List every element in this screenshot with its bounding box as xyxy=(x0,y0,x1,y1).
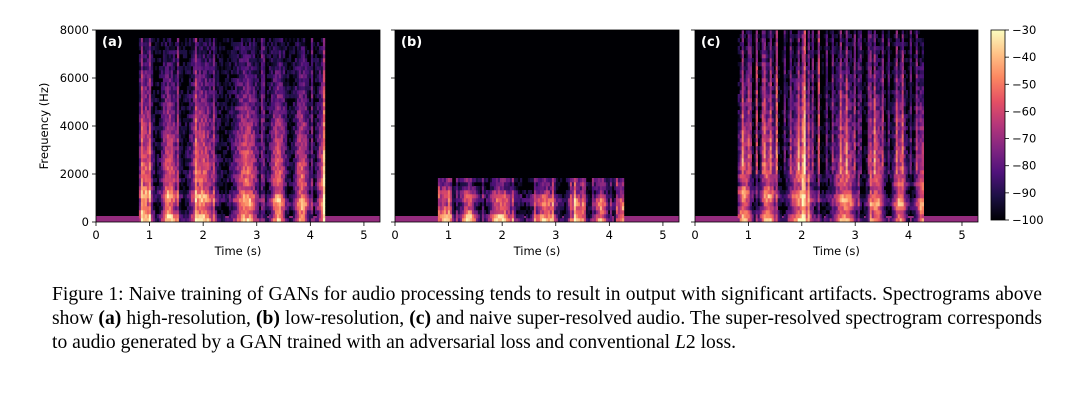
panel-label: (a) xyxy=(102,35,123,50)
x-tick-label: 3 xyxy=(552,228,559,242)
x-axis-label: Time (s) xyxy=(513,244,561,258)
panel-label: (b) xyxy=(401,35,422,50)
y-tick-label: 0 xyxy=(82,215,89,229)
x-tick-label: 4 xyxy=(307,228,314,242)
caption-figure-label: Figure 1: xyxy=(52,284,124,305)
x-tick-label: 2 xyxy=(798,228,805,242)
colorbar-tick-label: −40 xyxy=(1012,50,1036,64)
caption-text-4: and naive super-resolved audio. The supe… xyxy=(52,308,1042,353)
colorbar-tick-label: −100 xyxy=(1012,213,1044,227)
x-tick-label: 1 xyxy=(445,228,452,242)
spectrogram-image xyxy=(395,178,679,222)
y-tick-label: 2000 xyxy=(60,167,89,181)
x-tick-label: 5 xyxy=(958,228,965,242)
x-tick-label: 5 xyxy=(659,228,666,242)
colorbar-tick-label: −80 xyxy=(1012,159,1036,173)
caption-text-2: high-resolution, xyxy=(121,308,256,329)
y-tick-label: 8000 xyxy=(60,23,89,37)
colorbar-tick-label: −90 xyxy=(1012,186,1036,200)
colorbar-tick-label: −70 xyxy=(1012,132,1036,146)
x-tick-label: 0 xyxy=(92,228,99,242)
caption-loss-number: 2 xyxy=(685,332,696,353)
x-tick-label: 0 xyxy=(391,228,398,242)
spectrogram-panel-a: (a) 0 1 2 3 4 5 Time (s) 0 2000 4000 6000 8000 Freque… xyxy=(37,23,381,258)
x-tick-label: 4 xyxy=(606,228,613,242)
colorbar: −30 −40 −50 −60 −70 −80 −90 −100 xyxy=(990,23,1044,227)
caption-label-c: (c) xyxy=(409,308,431,329)
spectrogram-panel-c: (c) 0 1 2 3 4 5 Time (s) xyxy=(691,29,979,258)
x-axis-label: Time (s) xyxy=(214,244,262,258)
caption-text-3: low-resolution, xyxy=(279,308,410,329)
caption-label-b: (b) xyxy=(256,308,280,329)
caption-text-1: Naive training of GANs for audio process… xyxy=(52,284,1042,329)
caption-label-a: (a) xyxy=(98,308,122,329)
colorbar-tick-label: −30 xyxy=(1012,23,1036,37)
spectrogram-panel-b: (b) 0 1 2 3 4 5 Time (s) xyxy=(391,29,680,258)
x-tick-label: 1 xyxy=(745,228,752,242)
y-tick-label: 4000 xyxy=(60,119,89,133)
x-tick-label: 5 xyxy=(360,228,367,242)
y-axis-label: Frequency (Hz) xyxy=(37,83,51,170)
spectrogram-figure: (a) 0 1 2 3 4 5 Time (s) 0 2000 4000 6000 8000 Freque… xyxy=(37,23,1044,258)
x-tick-label: 3 xyxy=(852,228,859,242)
x-tick-label: 2 xyxy=(200,228,207,242)
panel-label: (c) xyxy=(701,35,721,50)
y-tick-label: 6000 xyxy=(60,71,89,85)
colorbar-gradient xyxy=(990,29,1006,221)
x-tick-label: 4 xyxy=(905,228,912,242)
x-tick-label: 1 xyxy=(146,228,153,242)
caption-text-5: loss. xyxy=(695,332,736,353)
spectrogram-image xyxy=(96,38,380,222)
colorbar-tick-label: −50 xyxy=(1012,77,1036,91)
x-axis-label: Time (s) xyxy=(812,244,860,258)
x-tick-label: 2 xyxy=(499,228,506,242)
x-tick-label: 3 xyxy=(253,228,260,242)
x-tick-label: 0 xyxy=(691,228,698,242)
spectrogram-image xyxy=(695,30,978,222)
caption-loss-symbol: L xyxy=(675,332,686,353)
figure-caption: Figure 1: Naive training of GANs for aud… xyxy=(52,283,1042,355)
colorbar-tick-label: −60 xyxy=(1012,104,1036,118)
